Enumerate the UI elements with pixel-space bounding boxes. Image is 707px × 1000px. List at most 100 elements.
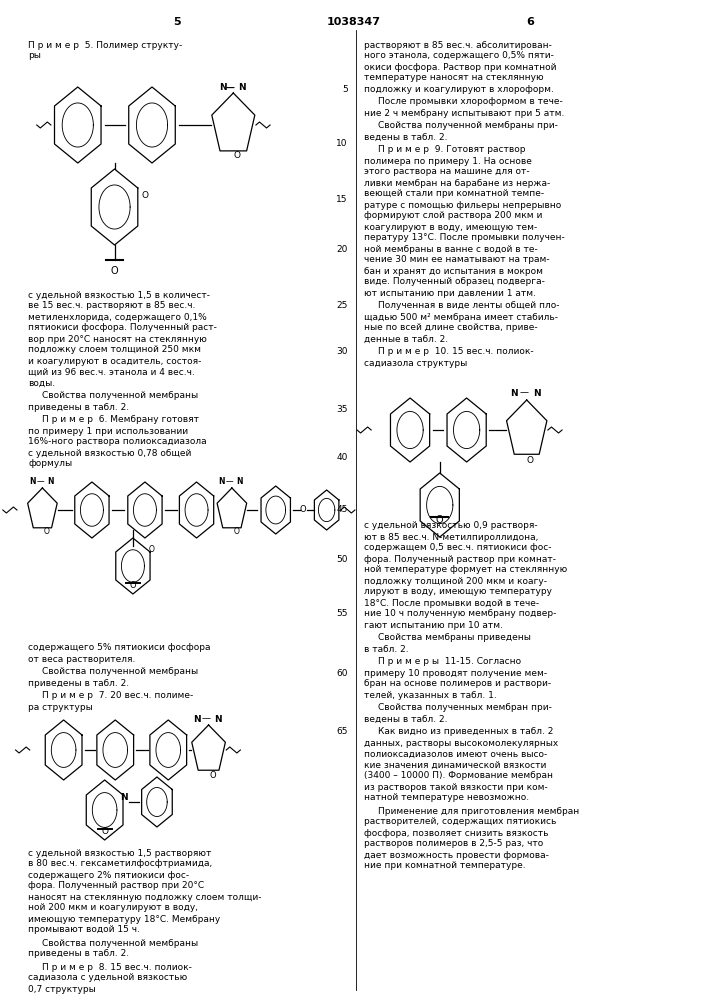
Text: N: N bbox=[194, 714, 201, 724]
Text: с удельной вязкостью 0,9 растворя-: с удельной вязкостью 0,9 растворя- bbox=[364, 522, 538, 530]
Text: O: O bbox=[233, 528, 239, 536]
Text: N: N bbox=[510, 388, 518, 397]
Text: полиоксадиазолов имеют очень высо-: полиоксадиазолов имеют очень высо- bbox=[364, 750, 547, 758]
Text: П р и м е р  5. Полимер структу-: П р и м е р 5. Полимер структу- bbox=[28, 40, 182, 49]
Text: —: — bbox=[520, 388, 528, 397]
Text: коагулируют в воду, имеющую тем-: коагулируют в воду, имеющую тем- bbox=[364, 223, 537, 232]
Text: ве 15 вес.ч. растворяют в 85 вес.ч.: ве 15 вес.ч. растворяют в 85 вес.ч. bbox=[28, 302, 196, 310]
Text: Применение для приготовления мембран: Применение для приготовления мембран bbox=[378, 806, 580, 816]
Text: фора. Полученный раствор при комнат-: фора. Полученный раствор при комнат- bbox=[364, 554, 556, 564]
Text: вор при 20°C наносят на стеклянную: вор при 20°C наносят на стеклянную bbox=[28, 334, 207, 344]
Text: Свойства полученной мембраны: Свойства полученной мембраны bbox=[42, 391, 199, 400]
Text: ной мембраны в ванне с водой в те-: ной мембраны в ванне с водой в те- bbox=[364, 244, 538, 253]
Text: O: O bbox=[209, 770, 216, 780]
Text: N: N bbox=[47, 478, 54, 487]
Text: ливки мембран на барабане из нержа-: ливки мембран на барабане из нержа- bbox=[364, 178, 550, 188]
Text: O: O bbox=[141, 190, 148, 200]
Text: в табл. 2.: в табл. 2. bbox=[364, 645, 409, 654]
Text: N: N bbox=[219, 84, 226, 93]
Text: 55: 55 bbox=[337, 609, 348, 618]
Text: ние при комнатной температуре.: ние при комнатной температуре. bbox=[364, 861, 526, 870]
Text: от веса растворителя.: от веса растворителя. bbox=[28, 654, 136, 664]
Text: —: — bbox=[37, 478, 44, 487]
Text: содержащего 2% пятиокиси фос-: содержащего 2% пятиокиси фос- bbox=[28, 870, 189, 880]
Text: Свойства полученной мембраны: Свойства полученной мембраны bbox=[42, 668, 199, 676]
Text: Свойства полученных мембран при-: Свойства полученных мембран при- bbox=[378, 704, 552, 712]
Text: приведены в табл. 2.: приведены в табл. 2. bbox=[28, 402, 129, 412]
Text: гают испытанию при 10 атм.: гают испытанию при 10 атм. bbox=[364, 620, 503, 630]
Text: O: O bbox=[111, 266, 118, 276]
Text: полимера по примеру 1. На основе: полимера по примеру 1. На основе bbox=[364, 156, 532, 165]
Text: O: O bbox=[300, 506, 307, 514]
Text: 65: 65 bbox=[337, 728, 348, 736]
Text: O: O bbox=[527, 456, 534, 465]
Text: фора. Полученный раствор при 20°C: фора. Полученный раствор при 20°C bbox=[28, 882, 204, 890]
Text: 50: 50 bbox=[337, 554, 348, 564]
Text: растворов полимеров в 2,5-5 раз, что: растворов полимеров в 2,5-5 раз, что bbox=[364, 840, 544, 848]
Text: веющей стали при комнатной темпе-: веющей стали при комнатной темпе- bbox=[364, 190, 544, 198]
Text: O: O bbox=[233, 150, 240, 159]
Text: в 80 вес.ч. гексаметилфосфтриамида,: в 80 вес.ч. гексаметилфосфтриамида, bbox=[28, 859, 213, 868]
Text: 60: 60 bbox=[337, 668, 348, 678]
Text: 40: 40 bbox=[337, 452, 348, 462]
Text: примеру 10 проводят получение мем-: примеру 10 проводят получение мем- bbox=[364, 668, 547, 678]
Text: ние 2 ч мембрану испытывают при 5 атм.: ние 2 ч мембрану испытывают при 5 атм. bbox=[364, 108, 564, 117]
Text: ры: ры bbox=[28, 50, 41, 60]
Text: 30: 30 bbox=[337, 348, 348, 357]
Text: 5: 5 bbox=[173, 17, 180, 27]
Text: окиси фосфора. Раствор при комнатной: окиси фосфора. Раствор при комнатной bbox=[364, 62, 556, 72]
Text: бан и хранят до испытания в мокром: бан и хранят до испытания в мокром bbox=[364, 266, 543, 275]
Text: приведены в табл. 2.: приведены в табл. 2. bbox=[28, 678, 129, 688]
Text: промывают водой 15 ч.: промывают водой 15 ч. bbox=[28, 926, 140, 934]
Text: с удельной вязкостью 1,5 в количест-: с удельной вязкостью 1,5 в количест- bbox=[28, 290, 210, 300]
Text: ведены в табл. 2.: ведены в табл. 2. bbox=[364, 132, 448, 141]
Text: ные по всей длине свойства, приве-: ные по всей длине свойства, приве- bbox=[364, 324, 538, 332]
Text: ратуре с помощью фильеры непрерывно: ратуре с помощью фильеры непрерывно bbox=[364, 200, 561, 210]
Text: 6: 6 bbox=[526, 17, 534, 27]
Text: содержащем 0,5 вес.ч. пятиокиси фос-: содержащем 0,5 вес.ч. пятиокиси фос- bbox=[364, 544, 551, 552]
Text: 18°C. После промывки водой в тече-: 18°C. После промывки водой в тече- bbox=[364, 598, 539, 607]
Text: дает возможность провести формова-: дает возможность провести формова- bbox=[364, 850, 549, 859]
Text: N: N bbox=[120, 794, 127, 802]
Text: N: N bbox=[218, 478, 226, 487]
Text: кие значения динамической вязкости: кие значения динамической вязкости bbox=[364, 760, 547, 770]
Text: воды.: воды. bbox=[28, 378, 55, 387]
Text: садиазола с удельной вязкостью: садиазола с удельной вязкостью bbox=[28, 974, 187, 982]
Text: П р и м е р  6. Мембрану готовят: П р и м е р 6. Мембрану готовят bbox=[42, 416, 199, 424]
Text: N: N bbox=[534, 388, 541, 397]
Text: (3400 – 10000 П). Формование мембран: (3400 – 10000 П). Формование мембран bbox=[364, 772, 553, 780]
Text: Полученная в виде ленты общей пло-: Полученная в виде ленты общей пло- bbox=[378, 302, 560, 310]
Text: щадью 500 м² мембрана имеет стабиль-: щадью 500 м² мембрана имеет стабиль- bbox=[364, 312, 558, 322]
Text: O: O bbox=[436, 515, 443, 525]
Text: 45: 45 bbox=[337, 506, 348, 514]
Text: N: N bbox=[214, 714, 221, 724]
Text: O: O bbox=[149, 546, 155, 554]
Text: данных, растворы высокомолекулярных: данных, растворы высокомолекулярных bbox=[364, 738, 559, 748]
Text: N: N bbox=[238, 84, 245, 93]
Text: 25: 25 bbox=[337, 302, 348, 310]
Text: O: O bbox=[129, 582, 136, 590]
Text: O: O bbox=[101, 828, 108, 836]
Text: Свойства мембраны приведены: Свойства мембраны приведены bbox=[378, 634, 531, 643]
Text: этого раствора на машине для от-: этого раствора на машине для от- bbox=[364, 167, 530, 176]
Text: формулы: формулы bbox=[28, 460, 72, 468]
Text: наносят на стеклянную подложку слоем толщи-: наносят на стеклянную подложку слоем тол… bbox=[28, 892, 262, 902]
Text: подложку слоем толщиной 250 мкм: подложку слоем толщиной 250 мкм bbox=[28, 346, 201, 355]
Text: 0,7 структуры: 0,7 структуры bbox=[28, 984, 96, 994]
Text: ра структуры: ра структуры bbox=[28, 702, 93, 712]
Text: садиазола структуры: садиазола структуры bbox=[364, 359, 467, 367]
Text: N: N bbox=[236, 478, 243, 487]
Text: П р и м е р ы  11-15. Согласно: П р и м е р ы 11-15. Согласно bbox=[378, 658, 521, 666]
Text: температуре наносят на стеклянную: температуре наносят на стеклянную bbox=[364, 74, 544, 83]
Text: ют в 85 вес.ч. N-метилпироллидона,: ют в 85 вес.ч. N-метилпироллидона, bbox=[364, 532, 539, 542]
Text: —: — bbox=[202, 714, 211, 724]
Text: ной температуре формует на стеклянную: ной температуре формует на стеклянную bbox=[364, 566, 567, 574]
Text: подложку и коагулируют в хлороформ.: подложку и коагулируют в хлороформ. bbox=[364, 85, 554, 94]
Text: растворяют в 85 вес.ч. абсолитирован-: растворяют в 85 вес.ч. абсолитирован- bbox=[364, 40, 552, 49]
Text: П р и м е р  8. 15 вес.ч. полиок-: П р и м е р 8. 15 вес.ч. полиок- bbox=[42, 962, 192, 972]
Text: метиленхлорида, содержащего 0,1%: метиленхлорида, содержащего 0,1% bbox=[28, 312, 207, 322]
Text: щий из 96 вес.ч. этанола и 4 вес.ч.: щий из 96 вес.ч. этанола и 4 вес.ч. bbox=[28, 367, 195, 376]
Text: фосфора, позволяет снизить вязкость: фосфора, позволяет снизить вязкость bbox=[364, 828, 549, 838]
Text: O: O bbox=[44, 528, 49, 536]
Text: ние 10 ч полученную мембрану подвер-: ние 10 ч полученную мембрану подвер- bbox=[364, 609, 556, 618]
